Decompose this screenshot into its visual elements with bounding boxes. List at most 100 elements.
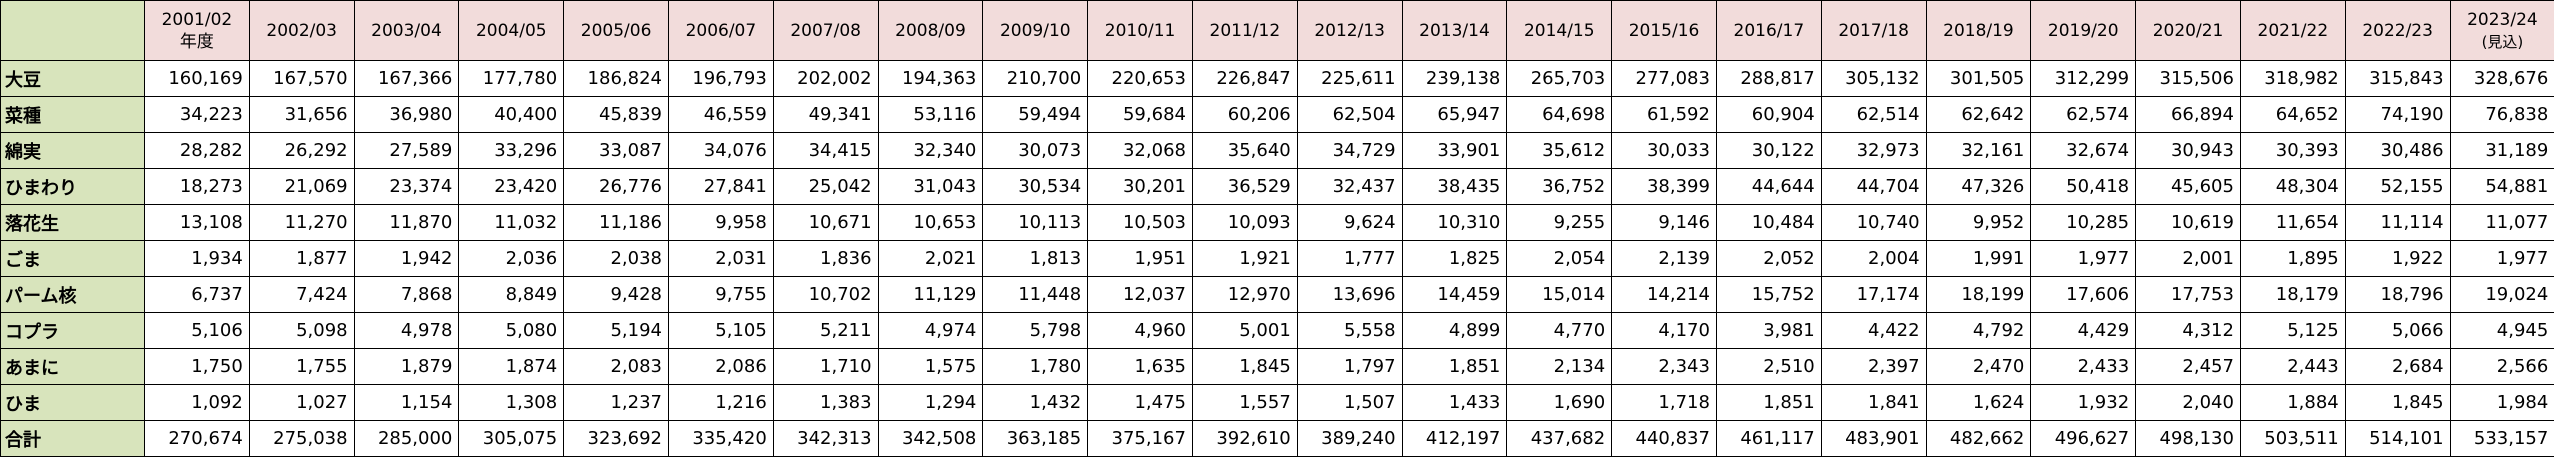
data-row: ひまわり 18,273 21,069 23,374 23,420 26,776 27,841… [0, 168, 2554, 205]
cell-value: 46,559 [667, 96, 774, 133]
cell-value: 4,770 [1506, 312, 1613, 349]
cell-value: 27,841 [667, 168, 774, 205]
cell-value: 28,282 [144, 132, 250, 169]
cell-value: 1,690 [1506, 384, 1613, 421]
column-year: 2018/19 [1943, 20, 2014, 41]
cell-value: 2,086 [667, 348, 774, 385]
cell-value: 4,792 [1925, 312, 2032, 349]
cell-value: 265,703 [1506, 60, 1613, 97]
cell-value: 7,424 [248, 276, 355, 313]
cell-value: 202,002 [772, 60, 879, 97]
column-year: 2009/10 [999, 20, 1071, 41]
column-year: 2012/13 [1314, 20, 1385, 41]
cell-value: 323,692 [563, 420, 669, 457]
cell-value: 11,654 [2239, 204, 2346, 241]
cell-value: 1,895 [2239, 240, 2346, 277]
cell-value: 11,032 [458, 204, 565, 241]
cell-value: 32,674 [2030, 132, 2137, 169]
cell-value: 2,054 [1506, 240, 1613, 277]
cell-value: 275,038 [248, 420, 355, 457]
cell-value: 11,186 [563, 204, 669, 241]
column-note: (見込) [2481, 32, 2524, 51]
data-row: 合計 270,674 275,038 285,000 305,075 323,692 335… [0, 420, 2554, 457]
cell-value: 483,901 [1820, 420, 1927, 457]
cell-value: 6,737 [144, 276, 250, 313]
column-year: 2022/23 [2362, 20, 2433, 41]
cell-value: 35,612 [1506, 132, 1613, 169]
cell-value: 1,934 [144, 240, 250, 277]
cell-value: 1,825 [1401, 240, 1508, 277]
cell-value: 194,363 [877, 60, 984, 97]
cell-value: 35,640 [1191, 132, 1298, 169]
cell-value: 5,211 [772, 312, 879, 349]
cell-value: 48,304 [2239, 168, 2346, 205]
cell-value: 10,310 [1401, 204, 1508, 241]
data-row: 落花生 13,108 11,270 11,870 11,032 11,186 9,958 10… [0, 204, 2554, 241]
column-header: 2020/21 [2135, 0, 2241, 61]
cell-value: 17,606 [2030, 276, 2137, 313]
cell-value: 1,027 [248, 384, 355, 421]
cell-value: 30,033 [1611, 132, 1717, 169]
cell-value: 1,984 [2449, 384, 2554, 421]
cell-value: 32,340 [877, 132, 984, 169]
cell-value: 389,240 [1296, 420, 1403, 457]
cell-value: 440,837 [1611, 420, 1717, 457]
cell-value: 15,752 [1715, 276, 1822, 313]
cell-value: 498,130 [2135, 420, 2241, 457]
cell-value: 4,899 [1401, 312, 1508, 349]
cell-value: 1,841 [1820, 384, 1927, 421]
cell-value: 239,138 [1401, 60, 1508, 97]
cell-value: 1,922 [2344, 240, 2451, 277]
cell-value: 1,635 [1087, 348, 1193, 385]
column-year: 2006/07 [685, 20, 757, 41]
cell-value: 1,991 [1925, 240, 2032, 277]
cell-value: 50,418 [2030, 168, 2137, 205]
column-header: 2013/14 [1401, 0, 1508, 61]
cell-value: 10,285 [2030, 204, 2137, 241]
cell-value: 11,270 [248, 204, 355, 241]
cell-value: 342,313 [772, 420, 879, 457]
column-year: 2008/09 [895, 20, 966, 41]
cell-value: 1,475 [1087, 384, 1193, 421]
cell-value: 2,001 [2135, 240, 2241, 277]
cell-value: 30,073 [982, 132, 1089, 169]
cell-value: 30,486 [2344, 132, 2451, 169]
cell-value: 36,752 [1506, 168, 1613, 205]
cell-value: 33,296 [458, 132, 565, 169]
cell-value: 18,179 [2239, 276, 2346, 313]
cell-value: 167,570 [248, 60, 355, 97]
cell-value: 1,851 [1401, 348, 1508, 385]
cell-value: 4,945 [2449, 312, 2554, 349]
cell-value: 1,942 [353, 240, 460, 277]
data-row: 菜種 34,223 31,656 36,980 40,400 45,839 46,559 49… [0, 96, 2554, 133]
cell-value: 4,312 [2135, 312, 2241, 349]
column-year: 2010/11 [1104, 20, 1176, 41]
cell-value: 5,194 [563, 312, 669, 349]
cell-value: 38,399 [1611, 168, 1717, 205]
cell-value: 1,874 [458, 348, 565, 385]
cell-value: 5,098 [248, 312, 355, 349]
cell-value: 52,155 [2344, 168, 2451, 205]
cell-value: 12,037 [1087, 276, 1193, 313]
column-header: 2009/10 [982, 0, 1089, 61]
cell-value: 30,201 [1087, 168, 1193, 205]
cell-value: 2,036 [458, 240, 565, 277]
cell-value: 9,146 [1611, 204, 1717, 241]
cell-value: 30,534 [982, 168, 1089, 205]
cell-value: 32,068 [1087, 132, 1193, 169]
column-year: 2021/22 [2257, 20, 2329, 41]
cell-value: 301,505 [1925, 60, 2032, 97]
column-header: 2018/19 [1925, 0, 2032, 61]
cell-value: 23,374 [353, 168, 460, 205]
column-year: 2016/17 [1733, 20, 1805, 41]
cell-value: 64,698 [1506, 96, 1613, 133]
cell-value: 62,504 [1296, 96, 1403, 133]
cell-value: 27,589 [353, 132, 460, 169]
column-year: 2011/12 [1209, 20, 1281, 41]
data-row: パーム核 6,737 7,424 7,868 8,849 9,428 9,755 10,702… [0, 276, 2554, 313]
cell-value: 1,750 [144, 348, 250, 385]
cell-value: 1,951 [1087, 240, 1193, 277]
row-label: ごま [0, 240, 145, 277]
cell-value: 31,189 [2449, 132, 2554, 169]
cell-value: 9,958 [667, 204, 774, 241]
